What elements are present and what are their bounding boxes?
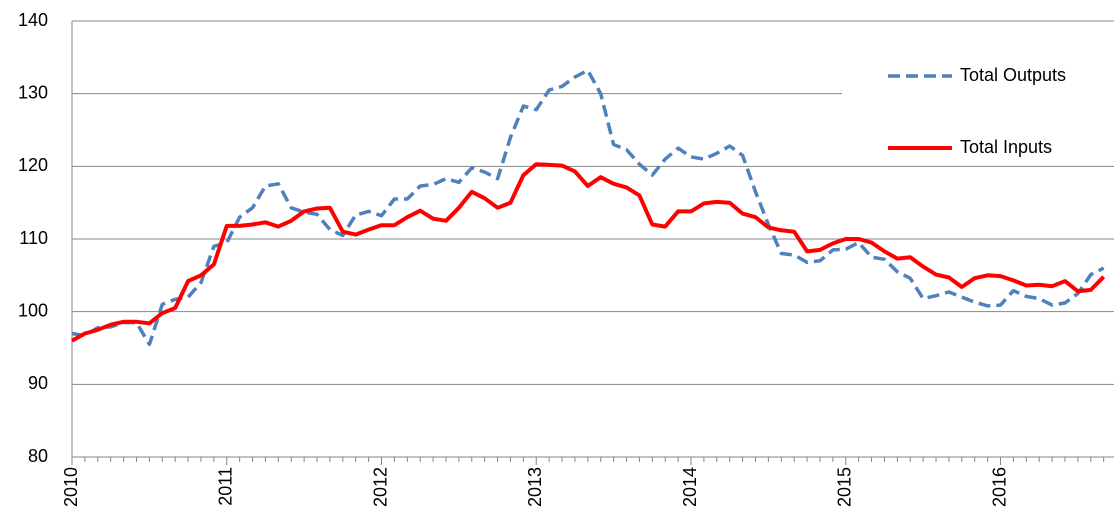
x-tick-label: 2014 <box>680 467 700 507</box>
legend-box <box>842 48 1114 163</box>
x-tick-label: 2010 <box>61 467 81 507</box>
x-tick-label: 2013 <box>525 467 545 507</box>
y-tick-label: 110 <box>19 228 48 248</box>
y-tick-label: 130 <box>18 82 48 102</box>
series-line <box>71 68 1105 347</box>
y-tick-label: 120 <box>18 155 48 175</box>
legend-label: Total Inputs <box>960 137 1052 157</box>
y-tick-label: 100 <box>18 300 48 320</box>
x-tick-label: 2012 <box>370 467 390 507</box>
y-tick-label: 80 <box>28 446 48 466</box>
x-tick-label: 2016 <box>989 467 1009 507</box>
x-tick-label: 2011 <box>216 467 236 506</box>
legend-label: Total Outputs <box>960 65 1066 85</box>
x-tick-label: 2015 <box>835 467 855 507</box>
series-line <box>71 162 1106 343</box>
y-tick-label: 140 <box>18 10 48 30</box>
y-tick-label: 90 <box>28 373 48 393</box>
